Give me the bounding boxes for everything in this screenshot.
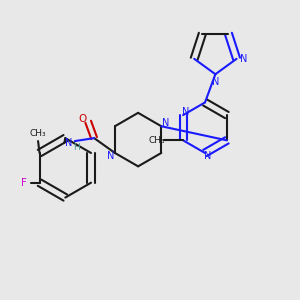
Text: N: N [162, 118, 169, 128]
Text: N: N [212, 76, 219, 87]
Text: N: N [182, 107, 190, 117]
Text: N: N [107, 151, 114, 161]
Text: CH₃: CH₃ [148, 136, 165, 145]
Text: O: O [79, 114, 87, 124]
Text: F: F [21, 178, 27, 188]
Text: N: N [65, 138, 73, 148]
Text: N: N [240, 54, 248, 64]
Text: H: H [73, 143, 80, 152]
Text: CH₃: CH₃ [30, 129, 46, 138]
Text: N: N [204, 151, 211, 161]
